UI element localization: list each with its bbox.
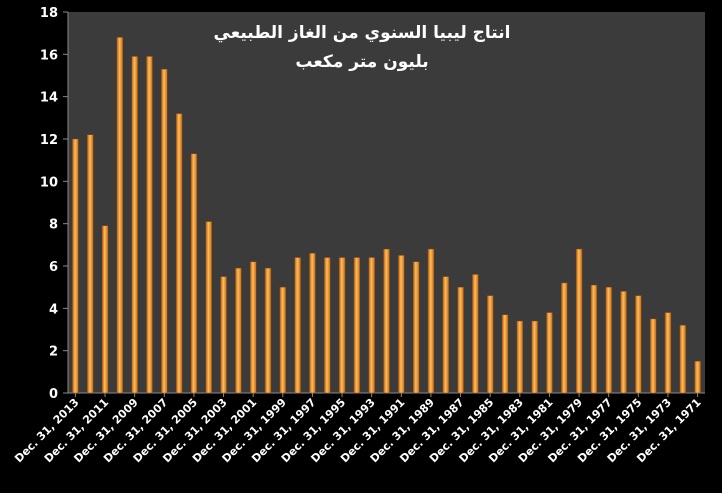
y-tick-label: 0 (49, 387, 58, 402)
bar (324, 257, 331, 394)
bar (590, 284, 598, 394)
bar (398, 255, 405, 394)
bar (279, 286, 287, 394)
y-axis: 0 2 4 6 8 10 12 14 16 18 (40, 6, 68, 402)
bar (501, 314, 509, 394)
bar (294, 257, 301, 394)
bar (472, 274, 479, 394)
bar (264, 267, 272, 394)
bar (546, 312, 553, 394)
bar (383, 248, 390, 394)
bar (249, 261, 257, 394)
bar (694, 361, 701, 394)
bar (161, 68, 168, 394)
y-tick-label: 6 (49, 260, 58, 275)
bar (649, 318, 657, 394)
bar (635, 295, 642, 394)
bar (664, 312, 672, 394)
y-tick-label: 14 (40, 91, 58, 106)
bar (575, 248, 583, 394)
chart-subtitle: بليون متر مكعب (295, 52, 428, 72)
y-tick-label: 10 (40, 175, 58, 190)
y-tick-label: 4 (49, 302, 58, 317)
y-tick-label: 8 (49, 218, 58, 233)
bar (442, 276, 449, 394)
bar (205, 221, 212, 394)
bar (368, 257, 375, 394)
y-tick-label: 16 (40, 48, 58, 63)
bar (190, 153, 198, 394)
bar (620, 291, 627, 394)
bar (605, 286, 612, 394)
bar (353, 257, 361, 394)
bar (679, 325, 686, 394)
y-tick-label: 12 (40, 133, 58, 148)
bar (101, 225, 109, 394)
bar (427, 248, 435, 394)
bar (116, 37, 124, 394)
bar (235, 267, 242, 394)
chart-title: انتاج ليبيا السنوي من الغاز الطبيعي (214, 23, 511, 43)
bar (175, 113, 183, 394)
bar (220, 276, 227, 394)
bar (146, 56, 153, 394)
bar (309, 253, 316, 394)
bar (516, 320, 524, 394)
bar (531, 320, 538, 394)
bar (561, 282, 568, 394)
bar-series (72, 37, 701, 394)
bar (131, 56, 138, 394)
y-tick-label: 2 (49, 345, 58, 360)
bar (87, 134, 94, 394)
bar (72, 138, 79, 394)
bar (338, 257, 346, 394)
bar (412, 261, 420, 394)
y-tick-label: 18 (40, 6, 58, 21)
bar (486, 295, 494, 394)
bar (457, 286, 464, 394)
